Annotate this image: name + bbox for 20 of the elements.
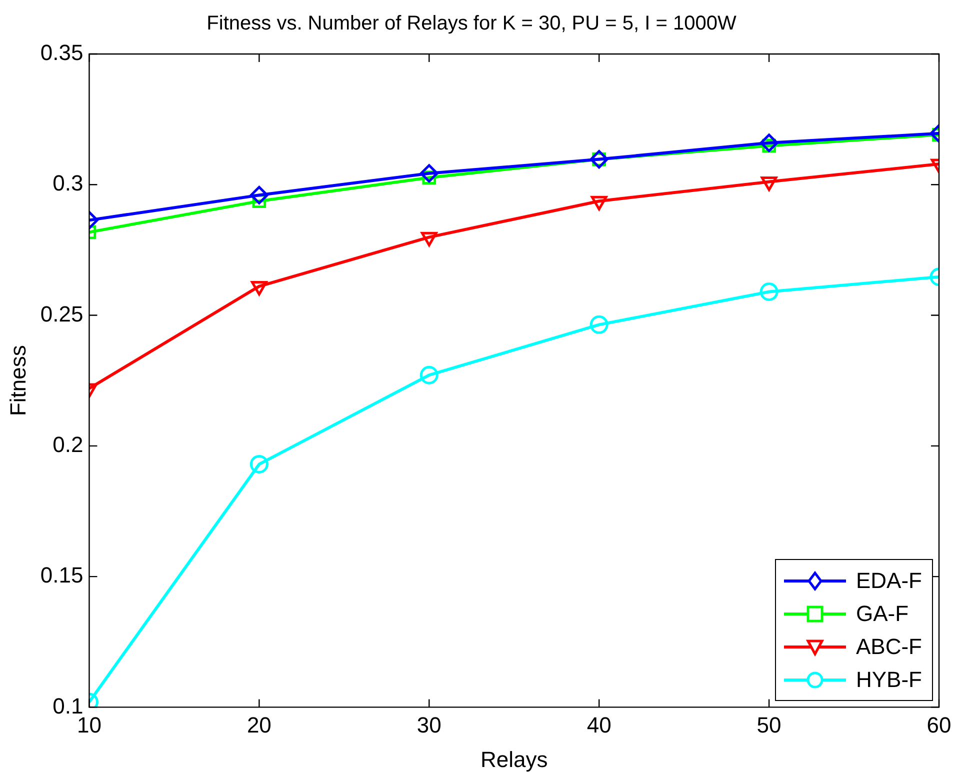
legend-label: HYB-F	[856, 666, 922, 693]
x-axis-title: Relays	[480, 746, 548, 772]
x-tick-label: 20	[246, 712, 272, 738]
x-tick-label: 40	[586, 712, 612, 738]
legend-label: ABC-F	[856, 634, 922, 660]
y-tick-label: 0.25	[40, 301, 84, 326]
point	[420, 164, 438, 183]
x-tick-label: 60	[926, 712, 952, 738]
x-tick-label: 30	[416, 712, 442, 738]
y-tick-label: 0.35	[40, 40, 84, 66]
point	[590, 315, 608, 334]
point	[420, 366, 438, 384]
y-tick-label: 0.2	[52, 432, 84, 457]
legend-label: GA-F	[856, 600, 909, 627]
y-tick-label: 0.15	[40, 562, 84, 588]
y-tick-label: 0.3	[52, 170, 84, 196]
y-axis-title: Fitness	[5, 345, 30, 416]
chart-title: Fitness vs. Number of Relays for K = 30, PU = 5, I = 1000W	[206, 12, 736, 35]
legend-label: EDA-F	[856, 568, 922, 594]
x-tick-label: 50	[756, 712, 782, 738]
